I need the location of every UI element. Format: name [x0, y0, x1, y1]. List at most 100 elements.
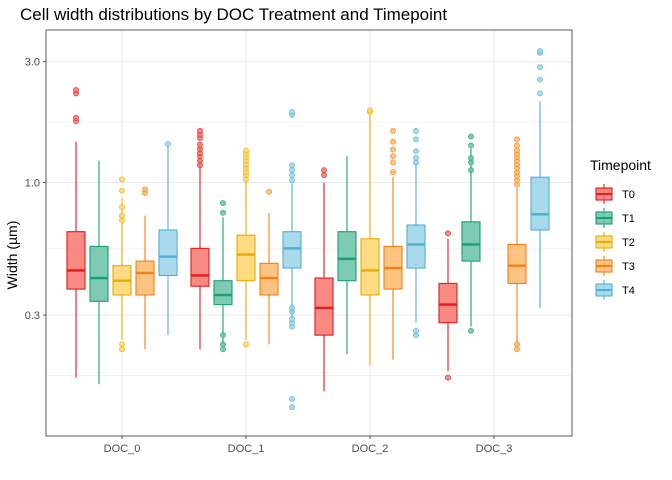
outlier-point — [288, 395, 295, 402]
box-T2-DOC_2 — [360, 107, 380, 366]
outlier-point — [514, 346, 521, 353]
outlier-point — [366, 107, 373, 114]
legend-label: T1 — [622, 213, 635, 225]
box-iqr — [337, 231, 357, 282]
box-T3-DOC_3 — [507, 136, 527, 353]
chart-title: Cell width distributions by DOC Treatmen… — [20, 5, 447, 24]
box-iqr — [158, 229, 178, 277]
series-T2 — [112, 107, 380, 366]
outlier-point — [514, 147, 521, 154]
outlier-point — [537, 48, 544, 55]
box-T0-DOC_1 — [190, 127, 210, 350]
outlier-point — [119, 341, 126, 348]
y-tick-label: 3.0 — [25, 57, 40, 69]
box-T0-DOC_0 — [66, 86, 86, 378]
outlier-point — [412, 155, 419, 162]
box-iqr — [314, 277, 334, 336]
outlier-point — [119, 204, 126, 211]
legend-item-T1: T1 — [595, 208, 635, 228]
outlier-point — [219, 346, 226, 353]
box-iqr — [282, 231, 302, 269]
outlier-point — [412, 136, 419, 143]
outlier-point — [288, 162, 295, 169]
outlier-point — [444, 230, 451, 237]
outlier-point — [389, 127, 396, 134]
outlier-point — [288, 304, 295, 311]
outlier-point — [444, 374, 451, 381]
panel-background — [46, 30, 572, 436]
box-T3-DOC_0 — [135, 186, 155, 350]
box-iqr — [406, 224, 426, 269]
outlier-point — [119, 212, 126, 219]
outlier-point — [467, 133, 474, 140]
y-axis-label: Width (µm) — [4, 221, 20, 290]
y-tick-label: 1.0 — [25, 178, 40, 190]
outlier-point — [412, 327, 419, 334]
x-tick-label: DOC_3 — [476, 443, 513, 455]
legend-item-T0: T0 — [595, 184, 635, 204]
box-iqr — [236, 234, 256, 282]
series-T0 — [66, 86, 458, 392]
outlier-point — [412, 148, 419, 155]
outlier-point — [242, 147, 249, 154]
box-iqr — [190, 247, 210, 287]
outlier-point — [288, 108, 295, 115]
outlier-point — [467, 142, 474, 149]
box-iqr — [360, 238, 380, 296]
outlier-point — [219, 200, 226, 207]
outlier-point — [537, 64, 544, 71]
box-T2-DOC_0 — [112, 176, 132, 353]
legend-item-T2: T2 — [595, 232, 635, 252]
outlier-point — [514, 136, 521, 143]
x-tick-label: DOC_0 — [104, 443, 141, 455]
box-iqr — [461, 221, 481, 262]
box-T4-DOC_3 — [530, 48, 550, 308]
outlier-point — [320, 167, 327, 174]
box-T4-DOC_0 — [158, 140, 178, 336]
box-T4-DOC_1 — [282, 108, 302, 411]
outlier-point — [467, 167, 474, 174]
outlier-point — [242, 341, 249, 348]
outlier-point — [389, 146, 396, 153]
plot-panel — [46, 30, 572, 436]
outlier-point — [119, 187, 126, 194]
panel-border — [45, 29, 573, 437]
box-iqr — [213, 280, 233, 306]
box-T3-DOC_2 — [383, 127, 403, 360]
axes: 0.3 1.0 3.0 DOC_0 DOC_1 DOC_2 DOC_3 — [25, 29, 573, 455]
outlier-point — [467, 155, 474, 162]
legend-label: T4 — [622, 285, 635, 297]
outlier-point — [73, 86, 80, 93]
legend-title: Timepoint — [590, 157, 651, 173]
box-iqr — [507, 243, 527, 284]
outlier-point — [288, 404, 295, 411]
outlier-point — [196, 141, 203, 148]
series-T4 — [158, 48, 550, 411]
series-T1 — [89, 133, 481, 385]
outlier-point — [119, 346, 126, 353]
outlier-point — [537, 76, 544, 83]
x-tick-label: DOC_1 — [228, 443, 265, 455]
legend-item-T3: T3 — [595, 256, 635, 276]
box-T0-DOC_3 — [438, 230, 458, 381]
y-tick-label: 0.3 — [25, 310, 40, 322]
outlier-point — [219, 332, 226, 339]
legend-item-T4: T4 — [595, 280, 635, 300]
outlier-point — [389, 153, 396, 160]
box-T4-DOC_2 — [406, 127, 426, 339]
box-T2-DOC_1 — [236, 147, 256, 348]
box-iqr — [438, 282, 458, 324]
outlier-point — [288, 172, 295, 179]
series-T3 — [135, 127, 527, 360]
legend: Timepoint T0 T1 T2 T3 T4 — [590, 157, 651, 300]
outlier-point — [141, 186, 148, 193]
box-T1-DOC_0 — [89, 160, 109, 385]
outlier-point — [320, 172, 327, 179]
outlier-point — [412, 127, 419, 134]
outlier-point — [514, 341, 521, 348]
box-iqr — [135, 260, 155, 296]
box-T1-DOC_2 — [337, 156, 357, 355]
box-iqr — [66, 231, 86, 290]
legend-label: T0 — [622, 189, 635, 201]
